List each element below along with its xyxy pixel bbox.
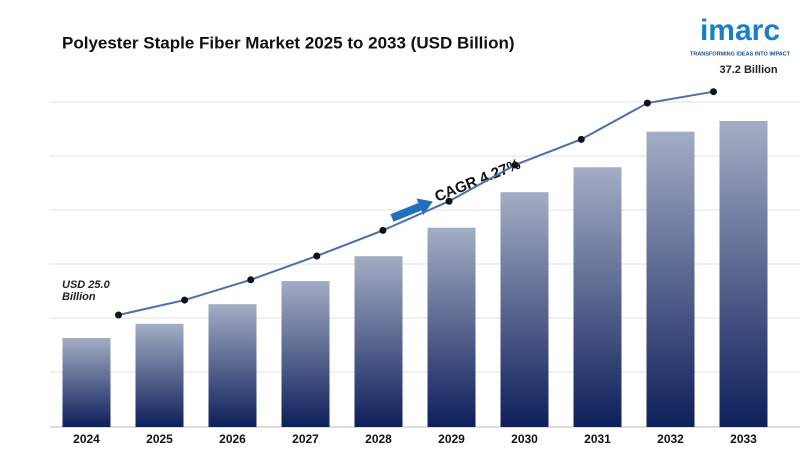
trend-dot	[247, 276, 255, 284]
value-label: USD 25.0 Billion	[62, 279, 110, 303]
x-tick-label: 2030	[511, 432, 538, 446]
x-tick-label: 2029	[438, 432, 465, 446]
x-tick-label: 2033	[730, 432, 757, 446]
bar	[573, 167, 622, 427]
logo: imarc	[700, 14, 780, 47]
trend-line	[118, 90, 714, 316]
x-tick-label: 2031	[584, 432, 611, 446]
chart-title: Polyester Staple Fiber Market 2025 to 20…	[62, 33, 515, 52]
trend-dot	[379, 226, 387, 234]
x-tick-label: 2025	[146, 432, 173, 446]
bar	[62, 338, 111, 427]
x-tick-label: 2032	[657, 432, 684, 446]
x-tick-label: 2027	[292, 432, 319, 446]
trend-dot	[511, 161, 519, 169]
bar	[281, 281, 330, 427]
trend-dot	[115, 311, 122, 319]
trend-dot	[710, 88, 717, 96]
trend-dot	[577, 135, 585, 143]
bar	[427, 227, 476, 427]
x-tick-label: 2028	[365, 432, 392, 446]
bar	[354, 256, 403, 427]
x-tick-label: 2026	[219, 432, 246, 446]
trend-dot	[313, 252, 321, 260]
value-label: 37.2 Billion	[719, 63, 778, 76]
trend-dot	[445, 197, 453, 205]
bar	[135, 323, 184, 427]
bar	[208, 304, 257, 427]
logo-tagline: TRANSFORMING IDEAS INTO IMPACT	[690, 51, 791, 57]
trend-dot	[181, 296, 189, 304]
x-tick-label: 2024	[73, 432, 100, 446]
bar	[500, 192, 549, 427]
bar	[719, 121, 768, 427]
bar	[646, 131, 695, 428]
trend-dot	[643, 99, 651, 107]
